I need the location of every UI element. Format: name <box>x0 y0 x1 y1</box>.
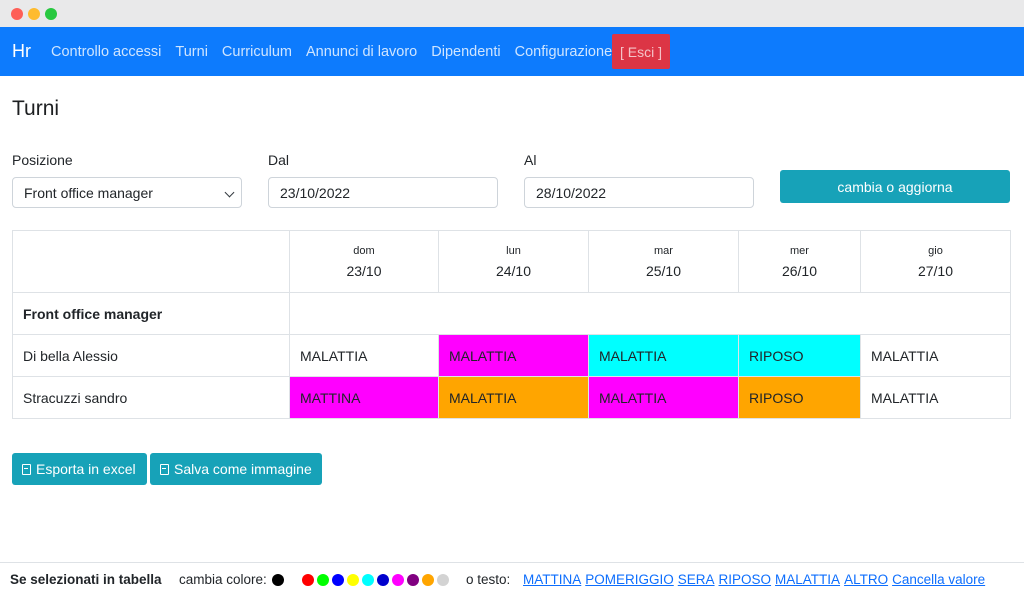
page-title: Turni <box>12 97 60 120</box>
day-date: 24/10 <box>495 262 532 279</box>
nav-turni[interactable]: Turni <box>175 43 208 60</box>
change-color-label: cambia colore: <box>179 572 267 587</box>
color-swatch[interactable] <box>377 574 389 586</box>
file-image-icon <box>160 463 169 475</box>
day-header: lun 24/10 <box>438 230 589 293</box>
day-header: mar 25/10 <box>588 230 739 293</box>
save-image-button[interactable]: Salva come immagine <box>150 453 322 485</box>
day-date: 25/10 <box>645 262 682 279</box>
nav-dipendenti[interactable]: Dipendenti <box>431 43 501 60</box>
nav-annunci-di-lavoro[interactable]: Annunci di lavoro <box>306 43 418 60</box>
color-swatch[interactable] <box>302 574 314 586</box>
shift-cell[interactable]: MALATTIA <box>438 376 589 419</box>
set-text-altro-link[interactable]: ALTRO <box>844 572 889 587</box>
shift-cell[interactable]: RIPOSO <box>738 376 861 419</box>
day-header: mer 26/10 <box>738 230 861 293</box>
day-name: mer <box>790 244 809 257</box>
table-header-row: dom 23/10 lun 24/10 mar 25/10 mer 26/10 gio 2… <box>12 230 1011 293</box>
logout-button[interactable]: [ Esci ] <box>612 34 670 69</box>
color-swatch[interactable] <box>347 574 359 586</box>
maximize-window-button[interactable] <box>45 8 57 20</box>
shift-cell[interactable]: MALATTIA <box>860 376 1011 419</box>
to-date-label: Al <box>524 152 537 168</box>
color-swatch[interactable] <box>272 574 284 586</box>
group-spacer <box>289 292 1011 335</box>
export-excel-button[interactable]: Esporta in excel <box>12 453 147 485</box>
nav-configurazione-label: Configurazione <box>514 43 613 60</box>
export-excel-label: Esporta in excel <box>36 461 136 477</box>
selection-title: Se selezionati in tabella <box>10 572 162 587</box>
day-date: 26/10 <box>781 262 818 279</box>
set-text-malattia-link[interactable]: MALATTIA <box>775 572 841 587</box>
clear-value-link[interactable]: Cancella valore <box>892 572 986 587</box>
group-row: Front office manager <box>12 292 1011 335</box>
shift-cell[interactable]: MALATTIA <box>289 334 439 377</box>
color-swatch[interactable] <box>317 574 329 586</box>
from-date-value: 23/10/2022 <box>280 184 351 201</box>
day-name: mar <box>654 244 673 257</box>
set-text-pomeriggio-link[interactable]: POMERIGGIO <box>585 572 674 587</box>
color-swatch[interactable] <box>437 574 449 586</box>
change-text-label: o testo: <box>466 572 511 587</box>
day-name: gio <box>928 244 943 257</box>
day-header: gio 27/10 <box>860 230 1011 293</box>
set-text-riposo-link[interactable]: RIPOSO <box>718 572 772 587</box>
day-date: 27/10 <box>917 262 954 279</box>
shift-cell[interactable]: MALATTIA <box>860 334 1011 377</box>
nav-curriculum[interactable]: Curriculum <box>221 43 293 60</box>
color-swatch[interactable] <box>392 574 404 586</box>
from-date-input[interactable]: 23/10/2022 <box>268 177 498 208</box>
color-swatch[interactable] <box>332 574 344 586</box>
from-date-label: Dal <box>268 152 290 168</box>
minimize-window-button[interactable] <box>28 8 40 20</box>
brand-logo[interactable]: Hr <box>12 41 31 61</box>
text-options: MATTINA POMERIGGIO SERA RIPOSO MALATTIA … <box>523 572 989 587</box>
group-label: Front office manager <box>12 292 290 335</box>
selection-toolbar: Se selezionati in tabella cambia colore:… <box>0 562 1024 595</box>
position-select-value: Front office manager <box>24 184 153 201</box>
nav-links: Controllo accessi Turni Curriculum Annun… <box>44 27 633 76</box>
table-row: Di bella Alessio MALATTIA MALATTIA MALAT… <box>12 334 1011 377</box>
nav-controllo-accessi[interactable]: Controllo accessi <box>51 43 162 60</box>
window-titlebar <box>0 0 1024 28</box>
color-swatches <box>272 574 452 586</box>
shift-cell[interactable]: MATTINA <box>289 376 439 419</box>
color-swatch[interactable] <box>362 574 374 586</box>
to-date-value: 28/10/2022 <box>536 184 607 201</box>
update-button[interactable]: cambia o aggiorna <box>780 170 1010 203</box>
navbar: Hr Controllo accessi Turni Curriculum An… <box>0 27 1024 76</box>
shift-cell[interactable]: MALATTIA <box>588 376 739 419</box>
day-header: dom 23/10 <box>289 230 439 293</box>
position-select[interactable]: Front office manager <box>12 177 242 208</box>
position-label: Posizione <box>12 152 73 168</box>
employee-name: Di bella Alessio <box>12 334 290 377</box>
chevron-down-icon <box>224 187 235 198</box>
table-row: Stracuzzi sandro MATTINA MALATTIA MALATT… <box>12 376 1011 419</box>
color-swatch[interactable] <box>407 574 419 586</box>
header-empty-cell <box>12 230 290 293</box>
shift-cell[interactable]: MALATTIA <box>438 334 589 377</box>
to-date-input[interactable]: 28/10/2022 <box>524 177 754 208</box>
shift-cell[interactable]: MALATTIA <box>588 334 739 377</box>
day-date: 23/10 <box>346 262 382 279</box>
shift-cell[interactable]: RIPOSO <box>738 334 861 377</box>
color-swatch[interactable] <box>422 574 434 586</box>
set-text-sera-link[interactable]: SERA <box>677 572 715 587</box>
file-excel-icon <box>22 463 31 475</box>
save-image-label: Salva come immagine <box>174 461 312 477</box>
day-name: lun <box>506 244 521 257</box>
shift-table: dom 23/10 lun 24/10 mar 25/10 mer 26/10 gio 2… <box>12 230 1011 419</box>
employee-name: Stracuzzi sandro <box>12 376 290 419</box>
day-name: dom <box>353 244 375 257</box>
set-text-mattina-link[interactable]: MATTINA <box>523 572 582 587</box>
close-window-button[interactable] <box>11 8 23 20</box>
